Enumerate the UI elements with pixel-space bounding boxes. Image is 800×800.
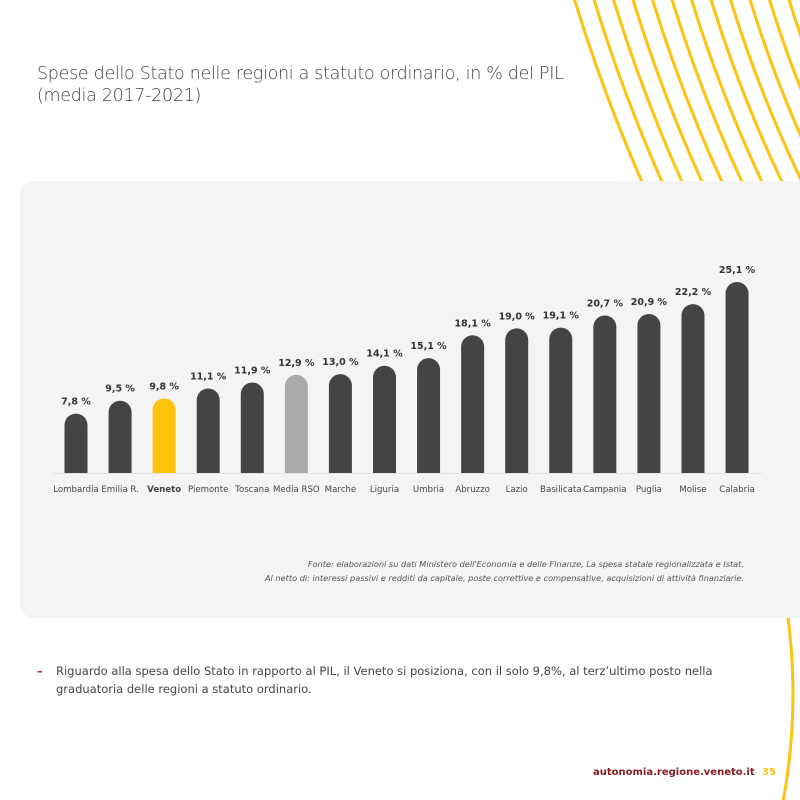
- bar-abruzzo: [461, 335, 485, 473]
- data-label: 11,1 %: [190, 372, 227, 383]
- source-line-1: Fonte: elaborazioni su dati Ministero de…: [307, 559, 744, 569]
- bar-media-rso: [284, 374, 308, 473]
- x-tick-label: Piemonte: [188, 485, 228, 495]
- bar-campania: [593, 315, 617, 473]
- data-label: 20,7 %: [587, 298, 624, 309]
- x-tick-label: Calabria: [719, 485, 755, 495]
- x-tick-label: Basilicata: [540, 485, 581, 495]
- x-tick-label: Media RSO: [273, 485, 320, 495]
- x-tick-label: Toscana: [234, 485, 269, 495]
- bar-piemonte: [196, 388, 220, 473]
- bar-veneto: [152, 398, 176, 473]
- bar-puglia: [637, 313, 661, 473]
- bar-liguria: [372, 365, 396, 473]
- bar-basilicata: [549, 327, 573, 473]
- bar-marche: [328, 374, 352, 473]
- data-label: 11,9 %: [234, 365, 271, 376]
- bar-lazio: [505, 328, 529, 473]
- x-tick-label: Emilia R.: [101, 485, 138, 495]
- data-label: 7,8 %: [61, 397, 91, 408]
- footer-website-link[interactable]: autonomia.regione.veneto.it: [593, 767, 755, 778]
- bar-umbria: [417, 358, 441, 473]
- bullet-paragraph: – Riguardo alla spesa dello Stato in rap…: [37, 662, 767, 698]
- page-title: Spese dello Stato nelle regioni a statut…: [37, 63, 564, 107]
- page-number: 35: [762, 767, 776, 778]
- data-label: 14,1 %: [366, 349, 403, 360]
- x-tick-label: Molise: [679, 485, 706, 495]
- data-label: 19,0 %: [499, 311, 536, 322]
- data-label: 13,0 %: [322, 357, 359, 368]
- data-label: 25,1 %: [719, 265, 756, 276]
- data-label: 12,9 %: [278, 358, 315, 369]
- x-tick-label: Lombardia: [53, 485, 98, 495]
- x-tick-label: Liguria: [370, 485, 399, 495]
- bullet-dash: –: [37, 664, 43, 678]
- title-line-1: Spese dello Stato nelle regioni a statut…: [37, 64, 564, 84]
- x-tick-label: Umbria: [413, 485, 444, 495]
- chart-source-note: Fonte: elaborazioni su dati Ministero de…: [265, 557, 744, 585]
- source-line-2: Al netto di: interessi passivi e redditi…: [264, 573, 744, 583]
- data-label: 20,9 %: [631, 297, 668, 308]
- bar-lombardia: [64, 413, 88, 473]
- data-label: 9,5 %: [105, 384, 135, 395]
- data-label: 18,1 %: [454, 318, 491, 329]
- bullet-text: Riguardo alla spesa dello Stato in rappo…: [56, 664, 713, 696]
- chart-card: [20, 181, 800, 618]
- bar-molise: [681, 304, 705, 473]
- x-tick-label: Lazio: [506, 485, 528, 495]
- data-label: 9,8 %: [149, 381, 179, 392]
- x-tick-label: Campania: [583, 485, 626, 495]
- x-tick-label: Abruzzo: [455, 485, 490, 495]
- x-tick-label: Puglia: [636, 485, 662, 495]
- data-label: 19,1 %: [543, 311, 580, 322]
- data-label: 15,1 %: [410, 341, 447, 352]
- bar-emilia-r-: [108, 400, 132, 473]
- bar-calabria: [725, 282, 749, 473]
- x-tick-label: Veneto: [147, 485, 181, 495]
- x-tick-label: Marche: [325, 485, 356, 495]
- data-label: 22,2 %: [675, 287, 712, 298]
- bar-toscana: [240, 382, 264, 473]
- title-line-2: (media 2017-2021): [37, 86, 202, 106]
